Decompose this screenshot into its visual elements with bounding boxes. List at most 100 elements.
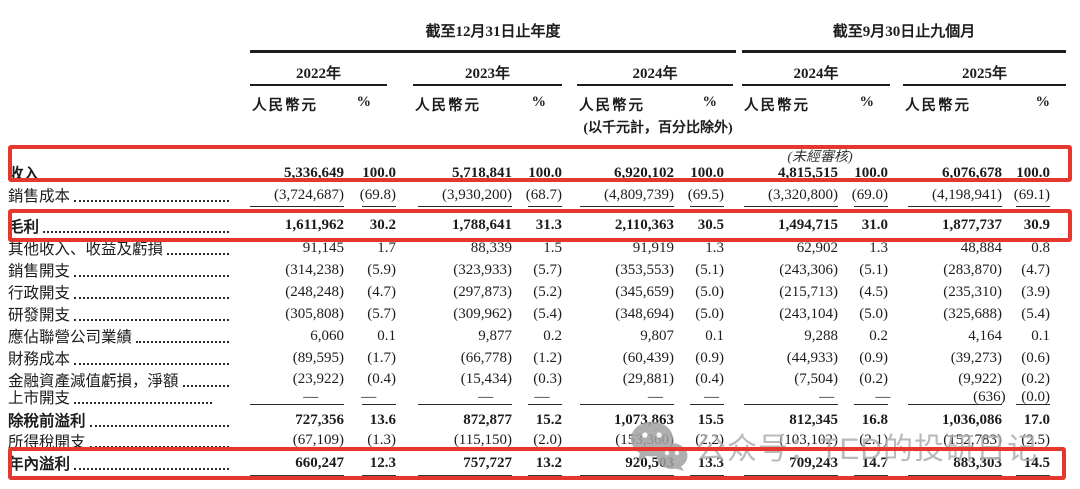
cell-value: (314,238): [285, 261, 344, 278]
year-underline: [413, 84, 562, 86]
table-row-4: 其他收入、收益及虧損 91,145 1.7 88,339 1.5 91,919 1.3 62,…: [8, 237, 1050, 259]
cell-value: 660,247: [295, 454, 344, 471]
row-label: 毛利: [8, 215, 232, 237]
cell-value: (5.0): [695, 305, 724, 322]
cell-value: (0.6): [1021, 349, 1050, 366]
cell-value: 30.9: [1023, 217, 1050, 233]
cell-value: 4,164: [968, 327, 1002, 344]
dot-leader: [136, 341, 229, 343]
cell-value: —: [875, 388, 891, 405]
cell-value: 13.2: [535, 454, 562, 471]
cell-value: 709,243: [789, 454, 838, 471]
cell-value: —: [647, 388, 663, 405]
cell-value: 6,060: [310, 327, 344, 344]
table-row-3: 毛利 1,611,962 30.2 1,788,641 31.3 2,110,363 30.…: [8, 214, 1050, 237]
row-label: 財務成本: [8, 347, 232, 369]
annual-group-rule: [250, 50, 736, 53]
cell-value: (305,808): [285, 305, 344, 322]
cell-value: (69.1): [1013, 186, 1050, 203]
dot-leader: [182, 384, 229, 387]
period-interim-label: 截至9月30日止九個月: [832, 24, 976, 40]
cell-value: 757,727: [463, 454, 512, 471]
table-row-11: 上市開支 — — — — — — — — (636) (0.0): [8, 388, 1050, 408]
cell-value: 88,339: [470, 239, 512, 256]
row-label: 行政開支: [8, 281, 232, 303]
cell-value: (152,783): [943, 432, 1002, 448]
cell-value: (44,933): [786, 349, 838, 366]
year-label: 2024年: [632, 66, 678, 82]
table-row-12: 除稅前溢利 727,356 13.6 872,877 15.2 1,073,863 15.5…: [8, 410, 1050, 431]
cell-value: 31.0: [861, 217, 888, 233]
cell-value: 31.3: [535, 217, 562, 233]
cell-value: 0.2: [543, 327, 562, 344]
cell-value: (3.9): [1021, 283, 1050, 300]
cell-value: (5.7): [367, 305, 396, 322]
cell-value: 17.0: [1023, 411, 1050, 428]
row-label: 上市開支: [8, 386, 215, 408]
dot-leader: [74, 200, 229, 202]
cell-value: (7,504): [794, 371, 838, 387]
dot-leader: [43, 178, 229, 180]
cell-value: 91,145: [302, 239, 344, 256]
year-group-2: 2023年 人民幣元%: [413, 62, 562, 114]
cell-value: (325,688): [943, 305, 1002, 322]
year-label: 2024年: [793, 66, 839, 82]
table-row-7: 研發開支 (305,808) (5.7) (309,962) (5.4) (348,694…: [8, 303, 1050, 325]
cell-value: 812,345: [789, 411, 838, 428]
dot-leader: [74, 297, 229, 299]
cell-value: (215,713): [779, 283, 838, 300]
cell-value: 0.8: [1031, 239, 1050, 256]
year-underline: [903, 84, 1066, 86]
cell-value: 16.8: [861, 411, 888, 428]
rmb-column-header: 人民幣元: [744, 98, 810, 114]
cell-value: (243,104): [779, 305, 838, 322]
cell-value: 30.2: [369, 217, 396, 233]
cell-value: (4,198,941): [932, 186, 1002, 203]
cell-value: (4.7): [367, 283, 396, 300]
cell-value: (23,922): [292, 371, 344, 387]
cell-value: 9,807: [640, 327, 674, 344]
row-label: 銷售成本: [8, 184, 232, 206]
cell-value: (235,310): [943, 283, 1002, 300]
cell-value: (345,659): [615, 283, 674, 300]
rmb-column-header: 人民幣元: [905, 98, 971, 114]
year-underline: [742, 84, 890, 86]
cell-value: (5.0): [859, 305, 888, 322]
cell-value: 100.0: [1016, 164, 1050, 181]
cell-value: (2.2): [695, 432, 724, 448]
cell-value: (297,873): [453, 283, 512, 300]
cell-value: (0.4): [367, 371, 396, 387]
cell-value: (2.5): [1021, 432, 1050, 448]
watermark-text: 公众号：TED的投研日记: [696, 433, 1038, 466]
table-bottom-rule: [8, 475, 1050, 481]
cell-value: (2.0): [533, 432, 562, 448]
row-label: 研發開支: [8, 303, 232, 325]
row-label: 其他收入、收益及虧損: [8, 237, 232, 259]
cell-value: 4,815,515: [778, 164, 838, 181]
cell-value: (5.2): [533, 283, 562, 300]
cell-value: (1.3): [367, 432, 396, 448]
rmb-column-header: 人民幣元: [579, 98, 645, 114]
table-row-1: 收入 5,336,649 100.0 5,718,841 100.0 6,920,102 1…: [8, 162, 1050, 184]
percent-column-header: %: [356, 94, 372, 110]
cell-value: 1.7: [377, 239, 396, 256]
cell-value: —: [534, 388, 550, 405]
cell-value: 13.6: [369, 411, 396, 428]
cell-value: —: [361, 388, 377, 405]
cell-value: (323,933): [453, 261, 512, 278]
dot-leader: [43, 230, 229, 233]
cell-value: (29,881): [622, 371, 674, 387]
cell-value: 1,877,737: [942, 217, 1002, 233]
row-label: 應佔聯營公司業績: [8, 325, 232, 347]
unaudited-note: (未經審核): [787, 150, 853, 165]
cell-value: (5.0): [695, 283, 724, 300]
cell-value: 0.1: [377, 327, 396, 344]
cell-value: —: [819, 388, 835, 405]
rmb-column-header: 人民幣元: [252, 98, 318, 114]
cell-value: (3,930,200): [442, 186, 512, 203]
dot-leader: [74, 468, 229, 470]
table-row-2: 銷售成本 (3,724,687) (69.8) (3,930,200) (68.7) (4…: [8, 184, 1050, 206]
year-group-5: 2025年 人民幣元%: [903, 62, 1066, 114]
dot-leader: [74, 363, 229, 365]
cell-value: (3,320,800): [768, 186, 838, 203]
